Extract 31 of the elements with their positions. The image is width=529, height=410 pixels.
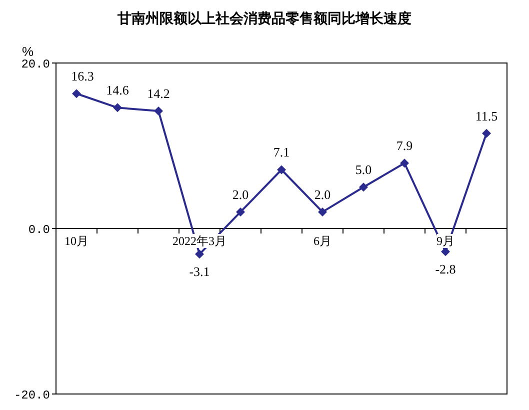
data-label: 7.1: [273, 144, 290, 160]
data-label: 14.6: [106, 82, 130, 98]
point: [236, 207, 245, 216]
point: [72, 89, 81, 98]
point: [195, 250, 204, 259]
data-label: 16.3: [71, 68, 94, 84]
data-label: 11.5: [475, 108, 498, 124]
data-label: 5.0: [355, 162, 372, 178]
point: [400, 158, 409, 168]
x-tick-label: 9月: [436, 234, 454, 248]
point: [318, 207, 327, 216]
point: [482, 128, 491, 138]
x-tick-label: 6月: [314, 234, 332, 248]
data-label: 7.9: [396, 138, 413, 154]
y-axis-title: %: [22, 44, 34, 59]
point: [359, 182, 368, 192]
point: [154, 106, 163, 116]
data-label: -3.1: [189, 264, 210, 280]
point: [277, 165, 286, 174]
data-label: 2.0: [232, 186, 249, 202]
data-label: 14.2: [147, 86, 170, 101]
y-tick-label: 20.0: [21, 57, 50, 72]
x-tick-label: 2022年3月: [172, 234, 226, 248]
y-tick-label: 0.0: [28, 222, 50, 237]
data-label: -2.8: [435, 262, 456, 277]
chart-title: 甘南州限额以上社会消费品零售额同比增长速度: [116, 10, 412, 28]
data-label: 2.0: [314, 186, 331, 202]
y-tick-label: -20.0: [14, 388, 50, 402]
point: [113, 103, 122, 112]
x-tick-label: 10月: [64, 234, 88, 248]
point: [441, 247, 450, 256]
